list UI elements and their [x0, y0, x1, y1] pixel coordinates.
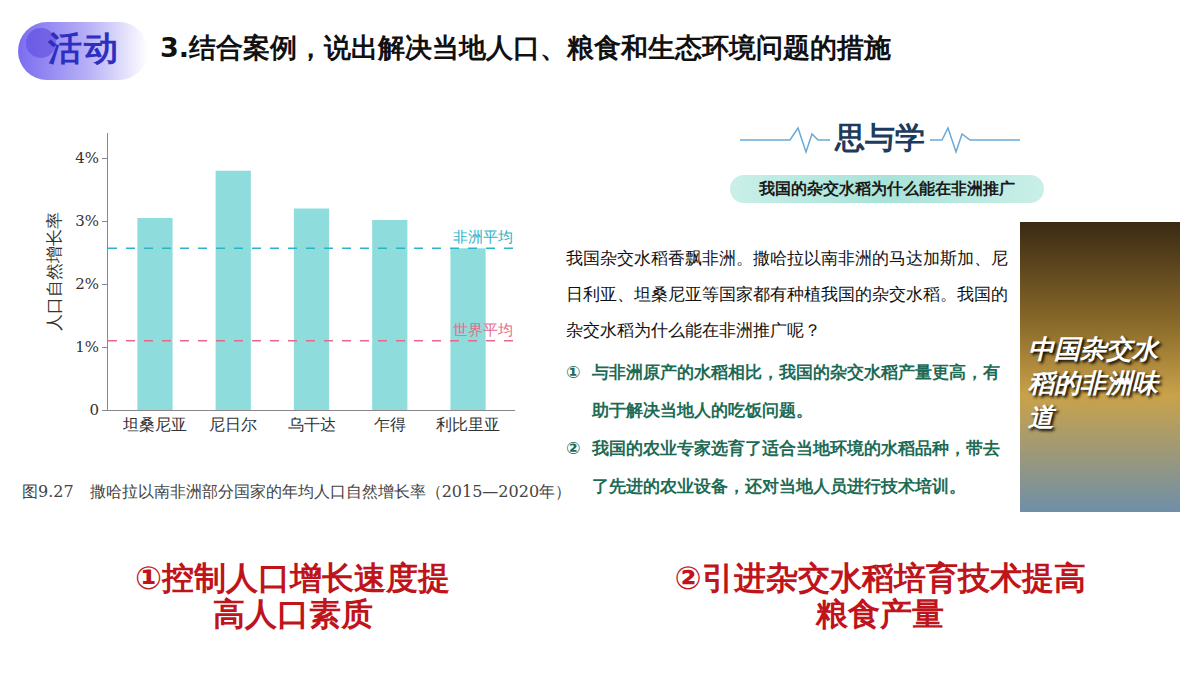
svg-text:乍得: 乍得: [374, 415, 406, 434]
html-text:①: ①: [566, 362, 581, 382]
svg-text:坦桑尼亚: 坦桑尼亚: [122, 415, 187, 434]
html-text:①控制人口增长速度提高人口素质: ①控制人口增长速度提高人口素质: [135, 559, 450, 633]
svg-text:世界平均: 世界平均: [453, 321, 513, 339]
html-text:思与学: 思与学: [835, 120, 925, 155]
html-text:活动: 活动: [48, 28, 120, 68]
html-text:我国的农业专家选育了适合当地环境的水稻品种，带去了先进的农业: 我国的农业专家选育了适合当地环境的水稻品种，带去了先进的农业设备，还对当地人员进…: [592, 438, 1000, 496]
svg-text:非洲平均: 非洲平均: [453, 228, 513, 246]
svg-text:4%: 4%: [75, 149, 99, 167]
svg-text:1%: 1%: [75, 338, 99, 356]
svg-text:人口自然增长率: 人口自然增长率: [44, 212, 64, 331]
html-text:②引进杂交水稻培育技术提高粮食产量: ②引进杂交水稻培育技术提高粮食产量: [674, 559, 1086, 633]
html-text:我国的杂交水稻为什么能在非洲推广: 我国的杂交水稻为什么能在非洲推广: [759, 179, 1015, 198]
html-text:中国杂交水稻的非洲味道: 中国杂交水稻的非洲味道: [1028, 334, 1158, 432]
html-text:3.结合案例，说出解决当地人口、粮食和生态环境问题的措施: 3.结合案例，说出解决当地人口、粮食和生态环境问题的措施: [160, 32, 891, 63]
html-text:与非洲原产的水稻相比，我国的杂交水稻产量更高，有助于解决当地: 与非洲原产的水稻相比，我国的杂交水稻产量更高，有助于解决当地人的吃饭问题。: [592, 362, 1000, 420]
html-text:②: ②: [566, 438, 581, 458]
svg-text:0: 0: [89, 401, 99, 419]
svg-text:3%: 3%: [75, 212, 99, 230]
svg-text:乌干达: 乌干达: [288, 415, 336, 434]
svg-text:2%: 2%: [75, 275, 99, 293]
svg-text:利比里亚: 利比里亚: [436, 415, 500, 434]
html-text:我国杂交水稻香飘非洲。撒哈拉以南非洲的马达加斯加、尼日利亚、: 我国杂交水稻香飘非洲。撒哈拉以南非洲的马达加斯加、尼日利亚、坦桑尼亚等国家都有种…: [566, 248, 1008, 340]
html-text:图9.27 撒哈拉以南非洲部分国家的年均人口自然增长率（20: 图9.27 撒哈拉以南非洲部分国家的年均人口自然增长率（2015—2020年）: [22, 482, 572, 501]
svg-text:尼日尔: 尼日尔: [209, 415, 257, 434]
